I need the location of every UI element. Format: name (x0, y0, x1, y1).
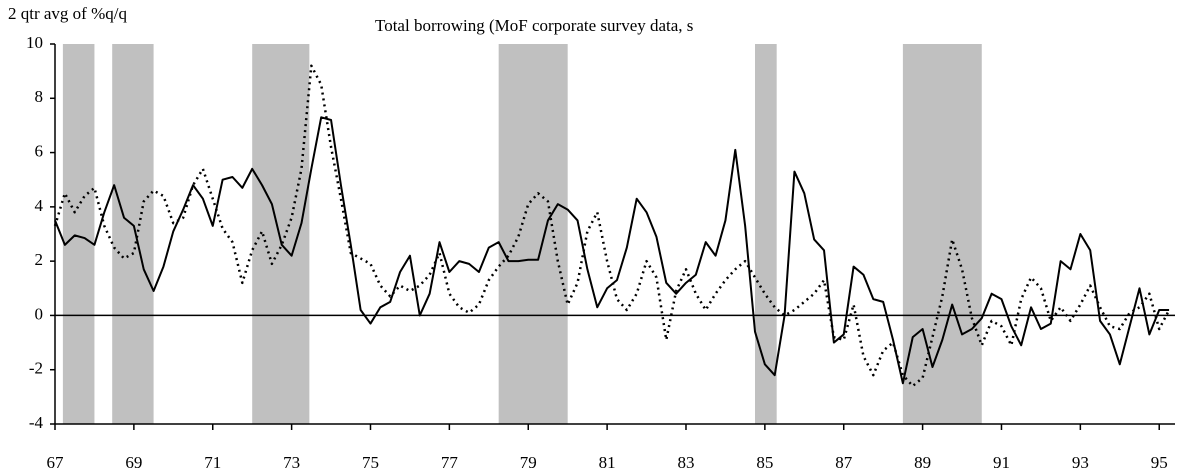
x-tick-label: 83 (677, 453, 694, 472)
shaded-period (252, 44, 310, 424)
shaded-period (902, 44, 982, 424)
y-tick-label: -4 (29, 413, 44, 432)
x-tick-label: 79 (520, 453, 537, 472)
shaded-period (498, 44, 568, 424)
x-tick-label: 77 (441, 453, 459, 472)
series-line (53, 64, 1171, 388)
y-tick-label: 8 (35, 87, 44, 106)
y-tick-label: 6 (35, 141, 44, 160)
y-tick-label: 0 (35, 304, 44, 323)
x-tick-label: 89 (914, 453, 931, 472)
chart-title: Total borrowing (MoF corporate survey da… (375, 16, 693, 35)
y-tick-label: 2 (35, 250, 44, 269)
x-tick-label: 87 (835, 453, 853, 472)
x-tick-label: 73 (283, 453, 300, 472)
x-tick-label: 93 (1072, 453, 1089, 472)
x-tick-label: 95 (1151, 453, 1168, 472)
y-axis-label: 2 qtr avg of %q/q (8, 4, 127, 23)
x-tick-label: 75 (362, 453, 379, 472)
shaded-period (112, 44, 154, 424)
series-line (54, 116, 1170, 385)
x-tick-label: 71 (204, 453, 221, 472)
y-tick-label: -2 (29, 359, 43, 378)
x-tick-label: 91 (993, 453, 1010, 472)
y-tick-label: 4 (35, 196, 44, 215)
shaded-period (755, 44, 777, 424)
x-tick-label: 69 (125, 453, 142, 472)
y-tick-label: 10 (26, 33, 43, 52)
shaded-period (62, 44, 95, 424)
x-tick-label: 81 (599, 453, 616, 472)
x-tick-label: 85 (756, 453, 773, 472)
x-tick-label: 67 (47, 453, 65, 472)
